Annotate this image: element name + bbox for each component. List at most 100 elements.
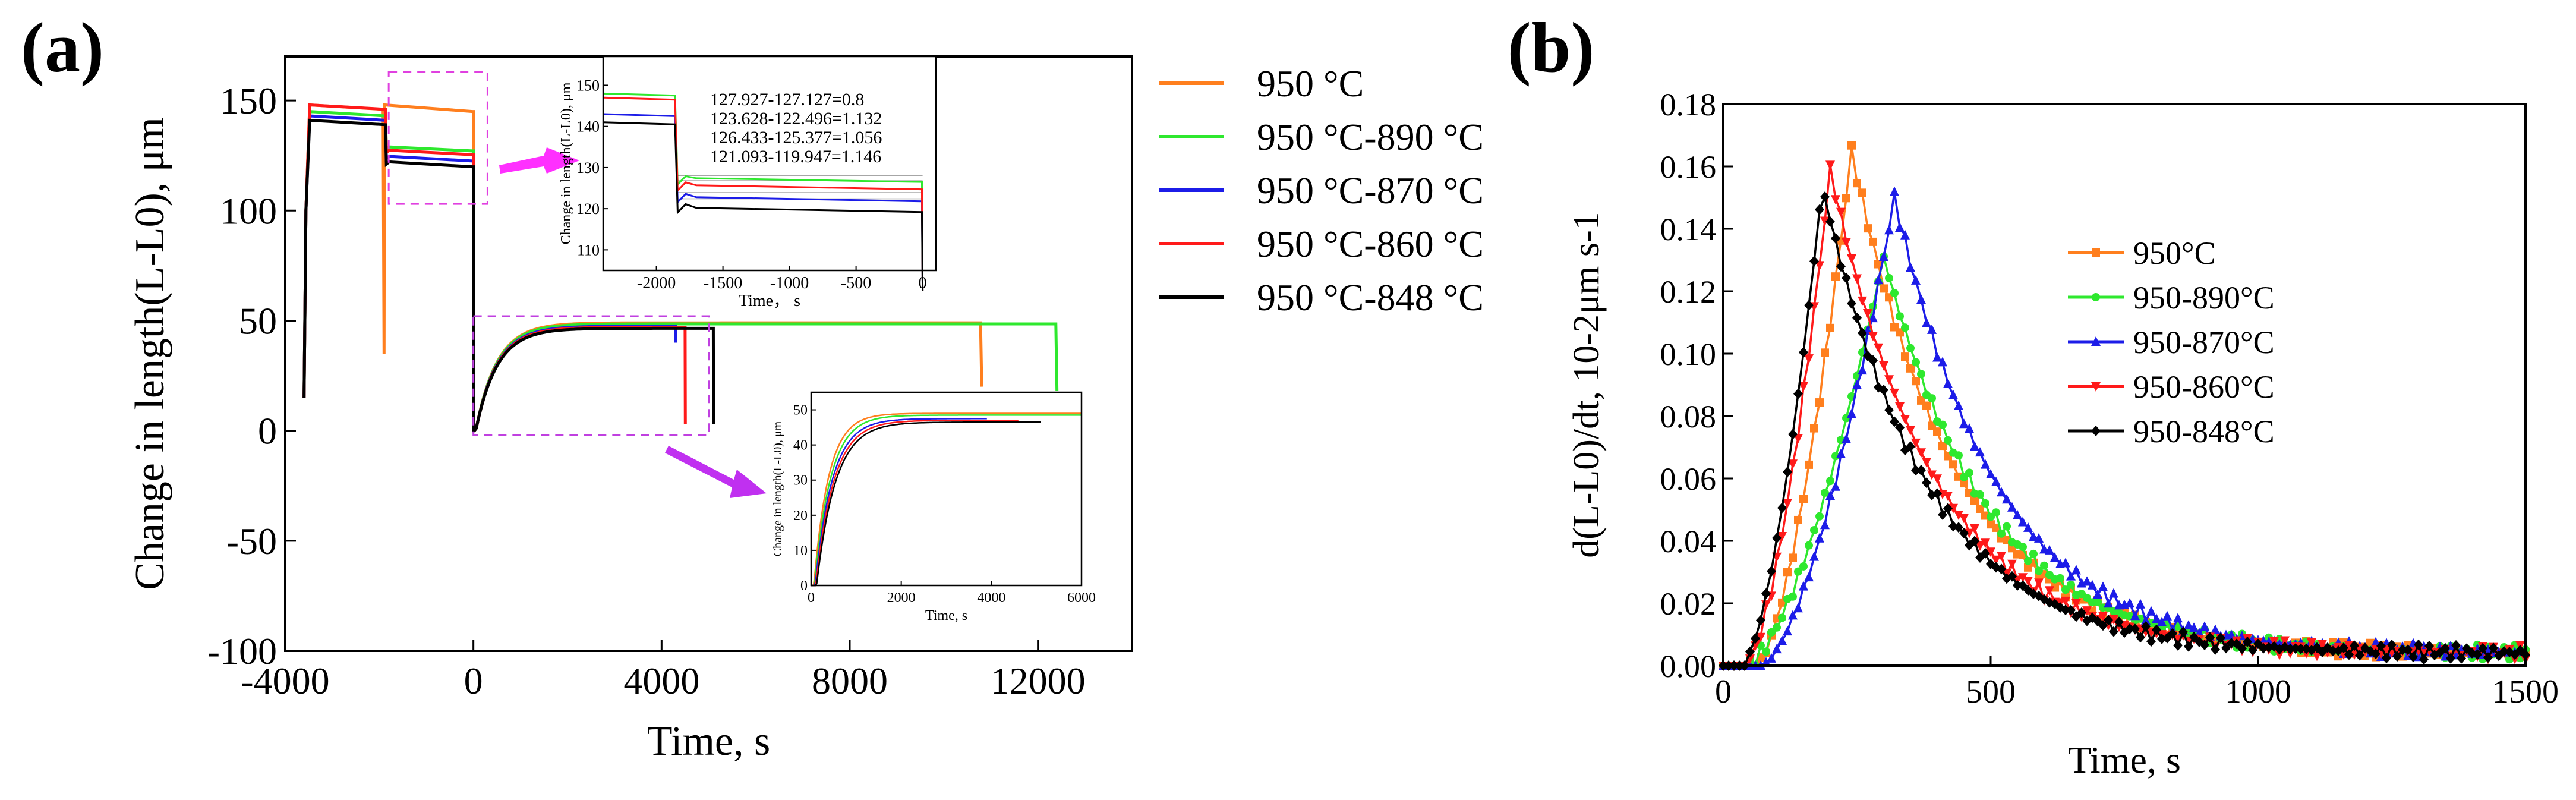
data-point <box>2355 650 2364 661</box>
legend-b-label: 950-890°C <box>2133 280 2275 316</box>
data-point <box>1805 541 1813 550</box>
data-point <box>1761 657 1771 667</box>
data-point <box>2344 649 2354 660</box>
data-point <box>1820 216 1830 226</box>
legend-b-label: 950-860°C <box>2133 369 2275 405</box>
data-point <box>2248 644 2257 656</box>
data-point <box>1997 563 2006 575</box>
data-point <box>2109 588 2118 598</box>
data-point <box>1858 296 1867 306</box>
data-point <box>2152 613 2161 623</box>
x-tick-label: -4000 <box>241 660 329 702</box>
data-point <box>1809 551 1819 561</box>
inset-bottom-frame <box>810 391 1083 587</box>
data-point <box>2125 598 2134 608</box>
data-point <box>1916 465 1926 476</box>
y-tick-label: 0.14 <box>1660 212 1717 247</box>
legend-a-label: 950 °C-848 °C <box>1257 276 1484 319</box>
data-point <box>1970 441 1979 451</box>
data-point <box>1896 312 1904 321</box>
data-point <box>2013 509 2022 519</box>
legend-a-label: 950 °C-870 °C <box>1257 169 1484 212</box>
data-point <box>2007 571 2017 582</box>
data-point <box>1911 438 1921 448</box>
data-point <box>1932 488 1942 499</box>
data-point <box>2275 650 2284 660</box>
data-point <box>2189 631 2199 642</box>
inset-bottom-series <box>811 420 1019 587</box>
data-point <box>2403 644 2413 656</box>
data-point <box>2045 586 2054 596</box>
data-point <box>1981 538 1990 549</box>
inset-top-annotation: 121.093-119.947=1.146 <box>710 147 881 166</box>
data-point <box>1756 615 1765 626</box>
data-point <box>1751 633 1760 644</box>
data-point <box>1884 404 1894 415</box>
data-point <box>1884 375 1894 385</box>
data-point <box>1783 626 1792 636</box>
data-point <box>1911 465 1921 476</box>
data-point <box>1992 523 2000 532</box>
data-point <box>1906 262 1915 272</box>
data-point <box>2189 622 2199 632</box>
data-point <box>1943 378 1953 388</box>
data-point <box>1804 572 1814 582</box>
inset-bottom-x-tick-label: 0 <box>808 590 815 606</box>
panel-a: (a)-4000 0 4000 8000 12000-100-50050100150Ti… <box>21 8 1484 764</box>
data-point <box>1761 588 1771 599</box>
data-point <box>1793 603 1803 613</box>
y-tick-label: 0.16 <box>1660 149 1717 185</box>
data-point <box>2499 645 2509 657</box>
data-point <box>2173 640 2183 651</box>
data-point <box>1943 492 1953 502</box>
data-point <box>2285 643 2295 654</box>
y-tick-label: 0.18 <box>1660 87 1717 122</box>
data-point <box>1789 553 1797 562</box>
y-axis-label: d(L-L0)/dt, 10-2μm s-1 <box>1566 212 1607 558</box>
data-point <box>2093 589 2102 599</box>
data-point <box>2232 638 2241 650</box>
data-point <box>2034 578 2044 588</box>
data-point <box>2098 620 2108 631</box>
data-point <box>2061 604 2070 616</box>
data-point <box>1831 233 1840 244</box>
data-point <box>2077 607 2086 618</box>
data-point <box>1954 451 1963 460</box>
data-point <box>2082 606 2092 616</box>
data-point <box>1943 503 1953 514</box>
data-point <box>1863 308 1872 319</box>
series-line-2 <box>302 109 1059 433</box>
data-point <box>1820 191 1830 203</box>
inset-top-annotation: 127.927-127.127=0.8 <box>710 90 864 109</box>
data-point <box>2344 641 2354 651</box>
data-point <box>2091 336 2101 346</box>
data-point <box>1944 436 1952 445</box>
zoom-box-top <box>387 71 488 205</box>
data-point <box>2003 522 2011 531</box>
data-point <box>1815 398 1824 407</box>
data-point <box>2237 643 2247 654</box>
data-point <box>1954 511 1963 521</box>
data-point <box>2067 580 2075 589</box>
data-point <box>2243 636 2252 647</box>
y-tick-label: 150 <box>220 80 277 122</box>
data-point <box>1997 529 2006 538</box>
data-point <box>1879 385 1888 396</box>
inset-bottom-series <box>811 414 1082 587</box>
data-point <box>1954 522 1963 533</box>
data-point <box>1981 459 1990 469</box>
data-point <box>1927 324 1937 334</box>
data-point <box>2178 626 2188 638</box>
data-point <box>2146 606 2156 616</box>
y-tick-label: -50 <box>226 520 277 562</box>
data-point <box>1815 261 1824 271</box>
y-tick-label: 0.06 <box>1660 461 1717 497</box>
x-tick-label: 0 <box>1715 673 1732 710</box>
data-point <box>1772 533 1782 544</box>
inset-top-y-tick-label: 140 <box>576 118 600 136</box>
data-point <box>1890 289 1899 298</box>
data-point <box>2018 573 2028 583</box>
data-point <box>1815 533 1824 543</box>
data-point <box>1836 448 1846 458</box>
